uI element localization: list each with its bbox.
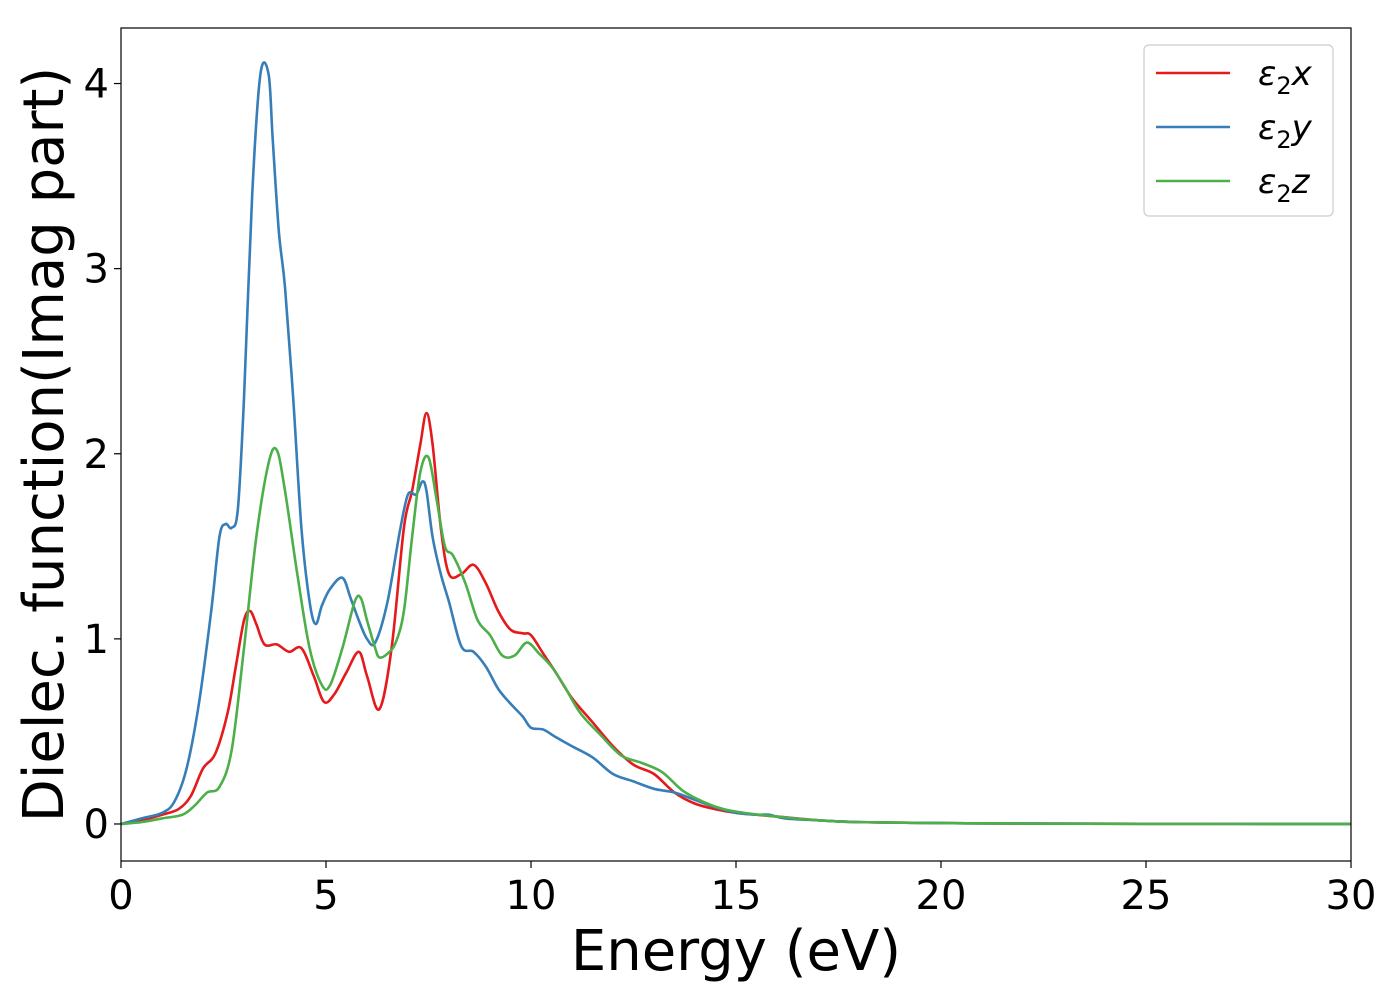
x-tick-label: 5	[313, 873, 338, 919]
x-tick-label: 20	[916, 873, 967, 919]
legend-box	[1143, 44, 1334, 217]
y-axis-ticks: 0 1 2 3 4	[84, 62, 121, 848]
series-line-3	[121, 446, 1351, 826]
x-tick-label: 30	[1326, 873, 1377, 919]
legend-label: ε2y	[1258, 108, 1313, 154]
legend-label: ε2x	[1258, 54, 1313, 100]
legend-label-subscript: 2	[1276, 180, 1291, 208]
y-tick-label: 0	[84, 802, 109, 848]
y-tick-label: 2	[84, 432, 109, 478]
y-axis-title: Dielec. function(Imag part)	[12, 67, 77, 823]
plot-series	[121, 61, 1351, 826]
legend-label-symbol: ε	[1258, 162, 1276, 202]
y-tick-label: 4	[84, 62, 109, 108]
legend-label-variable: z	[1291, 162, 1311, 202]
x-tick-label: 10	[506, 873, 557, 919]
x-tick-label: 0	[108, 873, 133, 919]
legend-label-subscript: 2	[1276, 72, 1291, 100]
legend-label-subscript: 2	[1276, 126, 1291, 154]
legend-label: ε2z	[1258, 162, 1311, 208]
x-axis-title: Energy (eV)	[571, 919, 901, 984]
legend-label-symbol: ε	[1258, 108, 1276, 148]
y-tick-label: 1	[84, 617, 109, 663]
x-tick-label: 15	[711, 873, 762, 919]
legend-label-variable: y	[1291, 108, 1313, 148]
x-tick-label: 25	[1121, 873, 1172, 919]
y-tick-label: 3	[84, 247, 109, 293]
x-axis-ticks: 0 5 10 15 20 25 30	[108, 861, 1376, 919]
legend-label-variable: x	[1291, 54, 1313, 94]
legend-label-symbol: ε	[1258, 54, 1276, 94]
